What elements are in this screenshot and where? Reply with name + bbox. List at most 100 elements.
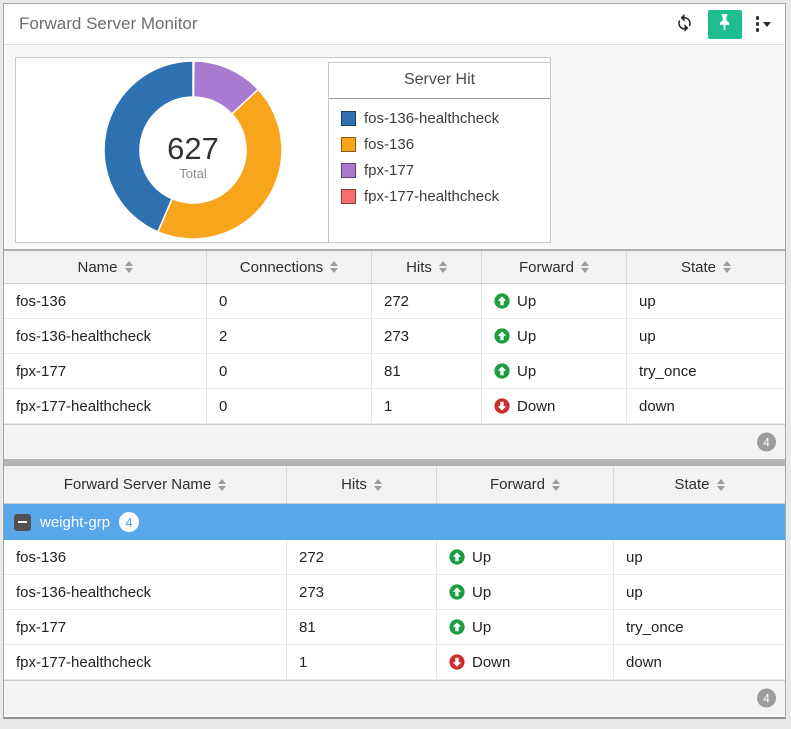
- cell-hits: 273: [372, 319, 482, 353]
- legend-item[interactable]: fos-136: [341, 136, 538, 153]
- forward-server-groups-table: Forward Server Name Hits Forward State weigh…: [4, 464, 785, 715]
- donut-slice-fos-136-healthcheck[interactable]: [103, 60, 194, 233]
- kebab-icon: [755, 16, 759, 32]
- group-count-badge: 4: [119, 512, 140, 532]
- header-label: Hits: [341, 476, 367, 493]
- forward-status: Up: [449, 549, 491, 566]
- cell-forward: Up: [482, 319, 627, 353]
- minus-square-icon[interactable]: [14, 513, 31, 531]
- group-row-weight-grp[interactable]: weight-grp 4: [4, 504, 785, 540]
- row-count-badge: 4: [757, 432, 776, 452]
- header-cell-forward-server-name[interactable]: Forward Server Name: [4, 466, 287, 503]
- table-row[interactable]: fpx-177 0 81 Up try_once: [4, 354, 785, 389]
- chevron-down-icon: [763, 21, 771, 27]
- cell-connections: 0: [207, 389, 372, 423]
- chart-section: 627 Total Server Hit fos-136-healthcheck f…: [4, 45, 785, 249]
- forward-status: Down: [449, 654, 510, 671]
- table-row[interactable]: fpx-177-healthcheck 0 1 Down down: [4, 389, 785, 424]
- legend-label: fpx-177-healthcheck: [364, 188, 500, 205]
- cell-forward: Up: [437, 540, 614, 574]
- cell-forward-server-name: fos-136-healthcheck: [4, 575, 287, 609]
- header-cell-name[interactable]: Name: [4, 251, 207, 283]
- header-label: Name: [77, 258, 118, 276]
- header-cell-connections[interactable]: Connections: [207, 251, 372, 283]
- arrow-circle-up-icon: [494, 293, 510, 309]
- arrow-circle-up-icon: [449, 619, 465, 635]
- cell-state: down: [626, 653, 662, 671]
- sort-icon: [124, 261, 133, 273]
- cell-name: fpx-177: [4, 354, 207, 388]
- table-row[interactable]: fpx-177-healthcheck 1 Down down: [4, 645, 785, 680]
- table-footer: 4: [4, 424, 785, 459]
- chart-panel: 627 Total Server Hit fos-136-healthcheck f…: [15, 57, 551, 243]
- donut-slice-fos-136[interactable]: [156, 88, 283, 240]
- legend-item[interactable]: fpx-177: [341, 162, 538, 179]
- header-label: Forward: [518, 258, 574, 276]
- cell-connections: 0: [207, 284, 372, 318]
- header-label: Hits: [406, 258, 432, 276]
- header-cell-state[interactable]: State: [614, 466, 785, 503]
- table-row[interactable]: fos-136 272 Up up: [4, 540, 785, 575]
- cell-hits: 81: [372, 354, 482, 388]
- legend-items: fos-136-healthcheck fos-136 fpx-177 fpx-177…: [329, 99, 550, 216]
- cell-connections: 0: [207, 354, 372, 388]
- cell-hits: 1: [372, 389, 482, 423]
- sort-icon: [581, 261, 589, 273]
- table-row[interactable]: fpx-177 81 Up try_once: [4, 610, 785, 645]
- cell-hits: 273: [287, 575, 437, 609]
- cell-state: down: [639, 397, 675, 415]
- legend-title: Server Hit: [329, 63, 550, 99]
- sort-icon: [373, 478, 382, 491]
- forward-status: Down: [494, 398, 555, 415]
- header-cell-state[interactable]: State: [627, 251, 785, 283]
- header-cell-hits[interactable]: Hits: [372, 251, 482, 283]
- cell-forward-server-name: fpx-177-healthcheck: [4, 645, 287, 679]
- header-label: Forward Server Name: [63, 476, 212, 493]
- refresh-button[interactable]: [672, 10, 698, 38]
- group-name: weight-grp: [40, 513, 111, 531]
- cell-forward: Up: [437, 575, 614, 609]
- sort-icon: [716, 478, 725, 491]
- cell-hits: 272: [372, 284, 482, 318]
- cell-state: try_once: [626, 618, 684, 636]
- header-cell-forward[interactable]: Forward: [437, 466, 614, 503]
- header-cell-hits[interactable]: Hits: [287, 466, 437, 503]
- cell-forward: Down: [437, 645, 614, 679]
- forward-status: Up: [494, 363, 536, 380]
- cell-state: up: [626, 548, 643, 566]
- table-row[interactable]: fos-136-healthcheck 2 273 Up up: [4, 319, 785, 354]
- header-cell-forward[interactable]: Forward: [482, 251, 627, 283]
- arrow-circle-down-icon: [449, 654, 465, 670]
- cell-forward: Up: [482, 284, 627, 318]
- servers-table: Name Connections Hits Forward State fos-136 0 2…: [4, 249, 785, 459]
- cell-forward-server-name: fpx-177: [4, 610, 287, 644]
- cell-connections: 2: [207, 319, 372, 353]
- server-hit-donut-chart[interactable]: 627 Total: [100, 59, 286, 241]
- forward-status: Up: [494, 293, 536, 310]
- chart-legend: Server Hit fos-136-healthcheck fos-136 fpx…: [328, 62, 550, 242]
- cell-forward: Up: [437, 610, 614, 644]
- arrow-circle-up-icon: [494, 328, 510, 344]
- table-row[interactable]: fos-136 0 272 Up up: [4, 284, 785, 319]
- legend-swatch-icon: [341, 163, 356, 178]
- legend-swatch-icon: [341, 111, 356, 126]
- cell-state: up: [626, 583, 643, 601]
- menu-button[interactable]: [752, 14, 776, 34]
- header-label: State: [674, 476, 710, 493]
- legend-label: fpx-177: [364, 162, 415, 179]
- sort-icon: [438, 261, 447, 273]
- table-header-row: Forward Server Name Hits Forward State: [4, 464, 785, 504]
- legend-swatch-icon: [341, 189, 356, 204]
- table-footer: 4: [4, 680, 785, 715]
- legend-item[interactable]: fos-136-healthcheck: [341, 110, 538, 127]
- forward-status: Up: [494, 328, 536, 345]
- donut-total: 627: [167, 131, 219, 166]
- table-row[interactable]: fos-136-healthcheck 273 Up up: [4, 575, 785, 610]
- legend-swatch-icon: [341, 137, 356, 152]
- pushpin-icon: [718, 14, 731, 34]
- cell-forward-server-name: fos-136: [4, 540, 287, 574]
- sort-icon: [330, 261, 339, 273]
- sort-icon: [218, 478, 227, 491]
- pin-button[interactable]: [707, 9, 742, 39]
- legend-item[interactable]: fpx-177-healthcheck: [341, 188, 538, 205]
